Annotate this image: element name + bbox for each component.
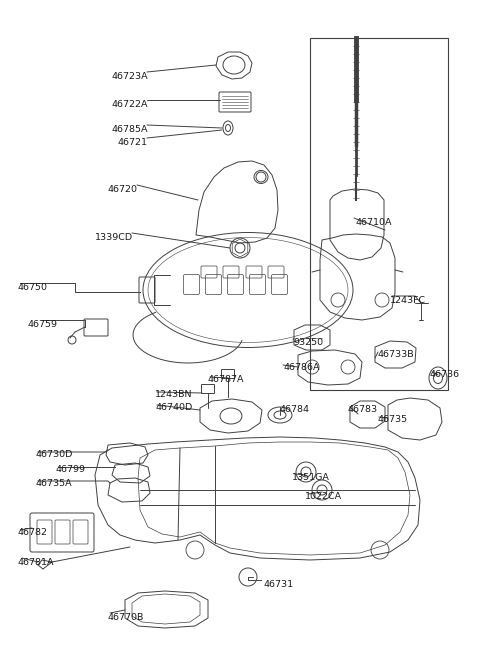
Text: 46781A: 46781A xyxy=(18,558,55,567)
Text: 46735A: 46735A xyxy=(35,479,72,488)
Text: 46784: 46784 xyxy=(280,405,310,414)
Text: 46720: 46720 xyxy=(108,185,138,194)
Text: 46736: 46736 xyxy=(430,370,460,379)
Text: 46722A: 46722A xyxy=(111,100,148,109)
Text: 1243FC: 1243FC xyxy=(390,296,426,305)
Text: 46783: 46783 xyxy=(348,405,378,414)
Text: 46759: 46759 xyxy=(28,320,58,329)
Text: 46723A: 46723A xyxy=(111,72,148,81)
Text: 1351GA: 1351GA xyxy=(292,473,330,482)
Text: 1339CD: 1339CD xyxy=(95,233,133,242)
Text: 46730D: 46730D xyxy=(35,450,72,459)
Text: 46786A: 46786A xyxy=(283,363,320,372)
Text: 46770B: 46770B xyxy=(108,613,144,622)
Text: 1243BN: 1243BN xyxy=(155,390,192,399)
Text: 46799: 46799 xyxy=(55,465,85,474)
Text: 46740D: 46740D xyxy=(155,403,192,412)
Text: 46782: 46782 xyxy=(18,528,48,537)
Text: 46710A: 46710A xyxy=(355,218,392,227)
Text: 46787A: 46787A xyxy=(208,375,244,384)
Text: 46733B: 46733B xyxy=(378,350,415,359)
Text: 46731: 46731 xyxy=(263,580,293,589)
Text: 46785A: 46785A xyxy=(111,125,148,134)
Text: 46750: 46750 xyxy=(18,283,48,292)
Text: 1022CA: 1022CA xyxy=(305,492,342,501)
Text: 46721: 46721 xyxy=(118,138,148,147)
Text: 93250: 93250 xyxy=(293,338,323,347)
Text: 46735: 46735 xyxy=(377,415,407,424)
